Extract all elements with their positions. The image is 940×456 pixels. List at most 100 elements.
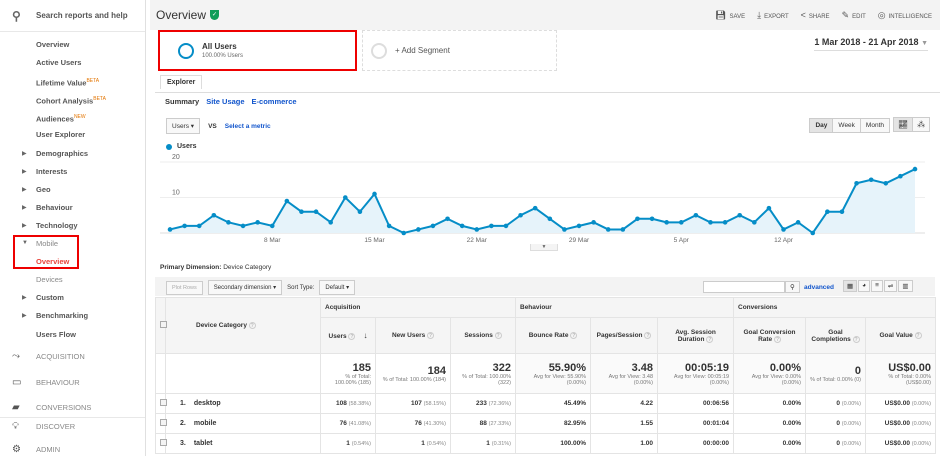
row-checkbox[interactable]	[160, 399, 167, 406]
pie-view-icon[interactable]: ◕	[858, 280, 871, 292]
data-point[interactable]	[635, 216, 640, 222]
help-icon[interactable]: ?	[348, 333, 356, 340]
motion-chart-icon[interactable]: ⁂	[913, 117, 931, 132]
data-point[interactable]	[313, 209, 319, 214]
sidebar-item-geo[interactable]: Geo	[36, 185, 51, 194]
help-icon[interactable]: ?	[248, 322, 256, 329]
data-point[interactable]	[912, 166, 918, 172]
sidebar-item-user-explorer[interactable]: User Explorer	[36, 130, 86, 139]
sidebar-item-overview[interactable]: Overview	[36, 257, 70, 266]
chart-collapse-handle[interactable]: ▼	[530, 244, 558, 251]
device-link[interactable]: desktop	[193, 400, 221, 407]
data-point[interactable]	[547, 216, 553, 222]
help-icon[interactable]: ?	[706, 335, 714, 343]
table-view-icon[interactable]: ▦	[843, 280, 858, 292]
data-point[interactable]	[620, 227, 626, 232]
collapse-arrow-icon[interactable]: ▼	[22, 240, 28, 246]
data-point[interactable]	[518, 212, 523, 218]
row-checkbox[interactable]	[160, 419, 167, 426]
data-point[interactable]	[781, 227, 786, 232]
edit-button[interactable]: ✎ EDIT	[841, 10, 866, 20]
header-goal-value[interactable]: Goal Value ?	[865, 317, 937, 354]
checkbox[interactable]	[160, 321, 167, 328]
tab-explorer[interactable]: Explorer	[160, 75, 203, 89]
device-link[interactable]: mobile	[193, 420, 217, 427]
export-button[interactable]: ⤓ EXPORT	[757, 10, 789, 20]
data-point[interactable]	[649, 216, 655, 222]
data-point[interactable]	[752, 220, 757, 225]
sidebar-section-acquisition[interactable]: ⤳ ACQUISITION	[12, 351, 85, 362]
help-icon[interactable]: ?	[914, 332, 922, 339]
data-point[interactable]	[722, 220, 728, 225]
data-point[interactable]	[693, 212, 699, 218]
data-point[interactable]	[342, 195, 348, 200]
data-point[interactable]	[240, 223, 246, 229]
secondary-dimension-dropdown[interactable]: Secondary dimension ▾	[207, 280, 283, 295]
row-checkbox[interactable]	[160, 439, 167, 446]
data-point[interactable]	[766, 205, 772, 211]
data-point[interactable]	[591, 220, 596, 225]
data-point[interactable]	[898, 173, 903, 179]
sidebar-section-behaviour[interactable]: ▭ BEHAVIOUR	[12, 377, 80, 388]
expand-arrow-icon[interactable]: ▶	[22, 313, 27, 319]
data-point[interactable]	[825, 209, 830, 214]
data-point[interactable]	[459, 223, 465, 229]
data-point[interactable]	[605, 227, 611, 232]
header-pages-session[interactable]: Pages/Session ?	[590, 317, 658, 354]
help-icon[interactable]: ?	[852, 335, 860, 343]
data-point[interactable]	[562, 227, 567, 232]
data-point[interactable]	[269, 223, 275, 229]
sort-type-dropdown[interactable]: Default ▾	[319, 280, 356, 295]
header-device-category[interactable]: Device Category ?	[165, 297, 321, 354]
data-point[interactable]	[737, 212, 743, 218]
sidebar-section-conversions[interactable]: ▰ CONVERSIONS	[12, 402, 92, 413]
sidebar-section-discover[interactable]: 💡︎ DISCOVER	[12, 421, 76, 432]
performance-view-icon[interactable]: ≡	[871, 280, 883, 292]
header-goal-conversion-rate[interactable]: Goal Conversion Rate ?	[733, 317, 807, 354]
data-point[interactable]	[795, 220, 801, 225]
sidebar-item-mobile[interactable]: Mobile	[36, 239, 59, 248]
header-bounce-rate[interactable]: Bounce Rate ?	[515, 317, 591, 354]
sidebar-item-devices[interactable]: Devices	[36, 275, 63, 284]
day-button[interactable]: Day	[809, 118, 834, 133]
data-point[interactable]	[299, 209, 304, 214]
sidebar-item-audiences[interactable]: AudiencesNEW	[36, 114, 86, 124]
sidebar-item-cohort-analysis[interactable]: Cohort AnalysisBETA	[36, 96, 106, 106]
expand-arrow-icon[interactable]: ▶	[22, 187, 27, 193]
data-point[interactable]	[386, 223, 392, 229]
sidebar-item-demographics[interactable]: Demographics	[36, 149, 89, 158]
share-button[interactable]: < SHARE	[800, 10, 830, 20]
date-range-picker[interactable]: 1 Mar 2018 - 21 Apr 2018 ▼	[814, 37, 928, 51]
select-all-checkbox[interactable]	[155, 297, 167, 354]
tab-site-usage[interactable]: Site Usage	[206, 97, 245, 106]
device-link[interactable]: tablet	[193, 440, 213, 447]
data-point[interactable]	[430, 223, 436, 229]
data-point[interactable]	[664, 220, 669, 225]
week-button[interactable]: Week	[833, 118, 861, 133]
table-search-input[interactable]	[703, 281, 785, 293]
data-point[interactable]	[854, 181, 859, 186]
data-point[interactable]	[445, 216, 450, 222]
select-metric-link[interactable]: Select a metric	[224, 122, 271, 130]
help-icon[interactable]: ?	[570, 332, 578, 339]
data-point[interactable]	[416, 227, 421, 232]
data-point[interactable]	[489, 223, 494, 229]
line-chart-icon[interactable]: 📈︎	[893, 117, 914, 132]
expand-arrow-icon[interactable]: ▶	[22, 151, 27, 157]
header-sessions[interactable]: Sessions ?	[450, 317, 516, 354]
data-point[interactable]	[196, 223, 202, 229]
sidebar-item-behaviour[interactable]: Behaviour	[36, 203, 73, 212]
advanced-link[interactable]: advanced	[804, 284, 834, 291]
pivot-view-icon[interactable]: ▥	[898, 280, 913, 292]
sort-desc-icon[interactable]: ↓	[363, 331, 368, 340]
month-button[interactable]: Month	[860, 118, 890, 133]
expand-arrow-icon[interactable]: ▶	[22, 223, 27, 229]
sidebar-item-technology[interactable]: Technology	[36, 221, 78, 230]
data-point[interactable]	[284, 198, 290, 204]
segment-all-users[interactable]: All Users 100.00% Users	[158, 30, 357, 71]
header-new-users[interactable]: New Users ?	[375, 317, 451, 354]
search-reports[interactable]: ⚲ Search reports and help	[0, 0, 145, 32]
add-segment-button[interactable]: + Add Segment	[362, 30, 557, 71]
data-point[interactable]	[167, 227, 173, 232]
expand-arrow-icon[interactable]: ▶	[22, 295, 27, 301]
